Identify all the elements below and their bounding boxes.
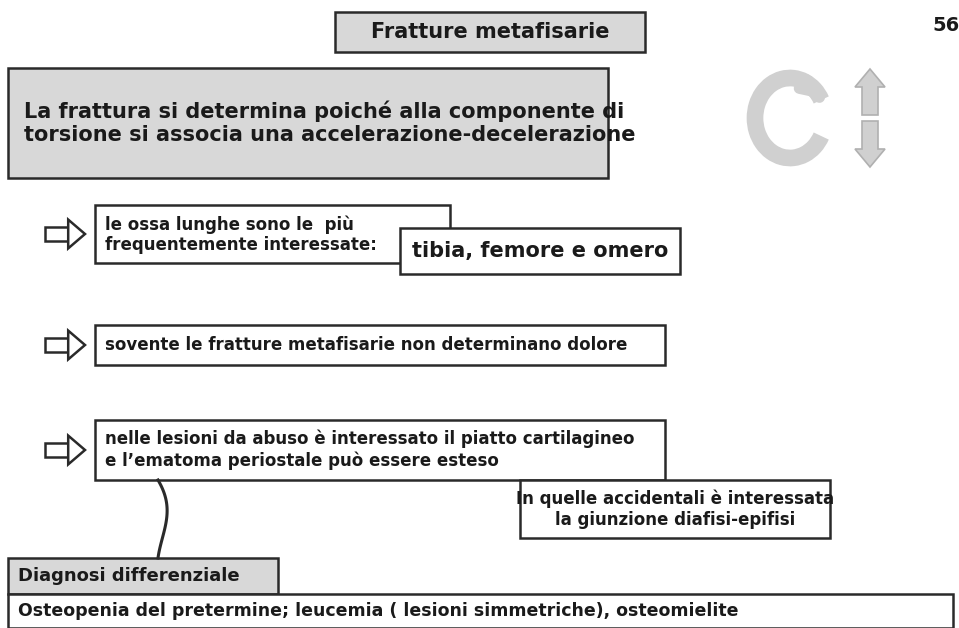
Bar	[335, 12, 645, 52]
Bar	[45, 338, 68, 352]
Text: sovente le fratture metafisarie non determinano dolore: sovente le fratture metafisarie non dete…	[105, 336, 627, 354]
Polygon shape	[68, 436, 85, 464]
Text: 56: 56	[932, 16, 959, 35]
Text: Osteopenia del pretermine; leucemia ( lesioni simmetriche), osteomielite: Osteopenia del pretermine; leucemia ( le…	[18, 602, 738, 620]
Bar	[8, 594, 953, 628]
Text: Diagnosi differenziale: Diagnosi differenziale	[18, 567, 240, 585]
Bar	[8, 558, 278, 594]
Polygon shape	[68, 330, 85, 359]
Bar	[8, 68, 608, 178]
FancyArrow shape	[855, 121, 885, 167]
Bar	[45, 227, 68, 241]
Text: La frattura si determina poiché alla componente di
torsione si associa una accel: La frattura si determina poiché alla com…	[24, 100, 636, 145]
Text: In quelle accidentali è interessata
la giunzione diafisi-epifisi: In quelle accidentali è interessata la g…	[516, 489, 834, 529]
FancyArrow shape	[855, 69, 885, 115]
Text: le ossa lunghe sono le  più
frequentemente interessate:: le ossa lunghe sono le più frequentement…	[105, 215, 377, 254]
Bar	[45, 443, 68, 457]
Text: tibia, femore e omero: tibia, femore e omero	[411, 241, 668, 261]
Bar	[520, 480, 830, 538]
Bar	[95, 420, 665, 480]
Bar	[400, 228, 680, 274]
Polygon shape	[68, 220, 85, 249]
Text: Fratture metafisarie: Fratture metafisarie	[371, 22, 609, 42]
Bar	[95, 205, 450, 263]
Text: nelle lesioni da abuso è interessato il piatto cartilagineo
e l’ematoma periosta: nelle lesioni da abuso è interessato il …	[105, 430, 635, 470]
Bar	[95, 325, 665, 365]
